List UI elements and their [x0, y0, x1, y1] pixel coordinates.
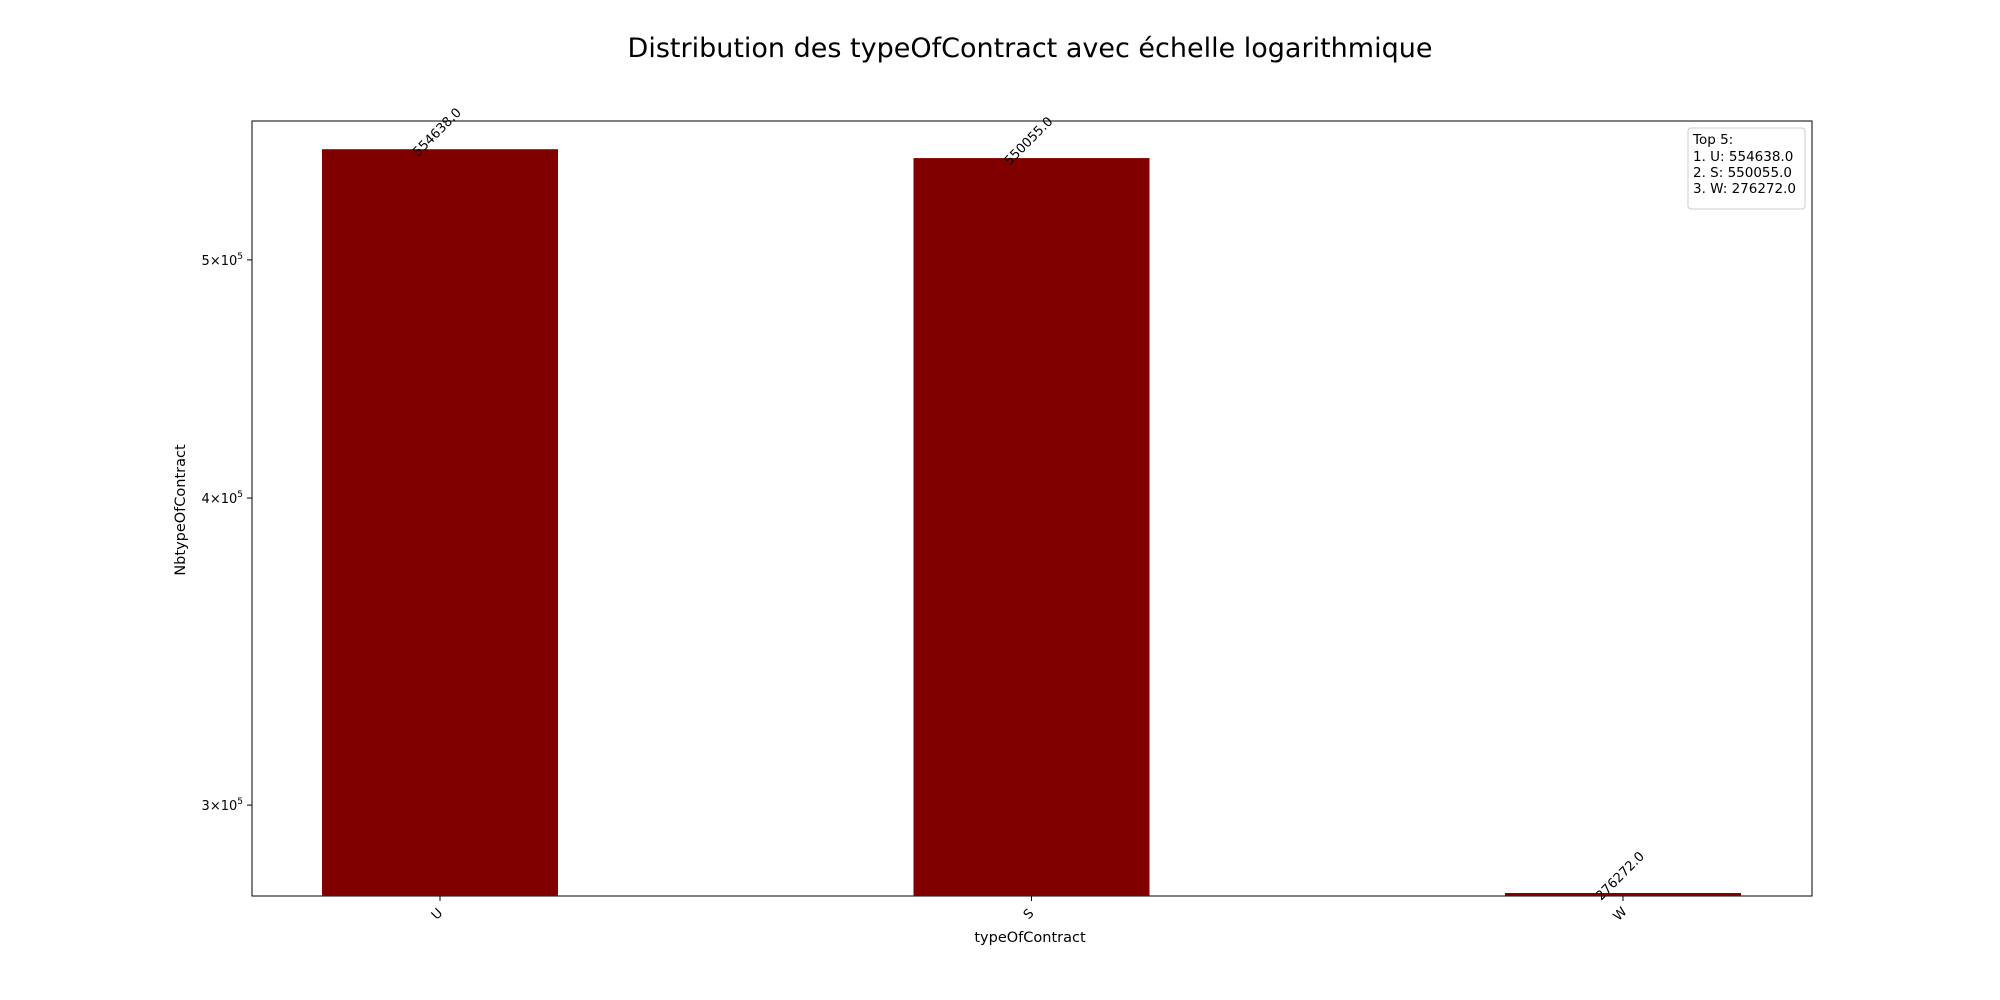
- legend-box: [1687, 127, 1806, 210]
- y-tick-label: 5×105: [202, 252, 243, 269]
- y-axis-label: NbtypeOfContract: [173, 444, 189, 576]
- legend-line: 1. U: 554638.0: [1693, 149, 1793, 165]
- x-tick-label: W: [1611, 905, 1631, 925]
- legend-line: 3. W: 276272.0: [1693, 181, 1796, 197]
- bars-group: [322, 149, 1741, 897]
- chart-title: Distribution des typeOfContract avec éch…: [628, 33, 1433, 64]
- legend-line: 2. S: 550055.0: [1693, 165, 1792, 181]
- bar: [322, 149, 558, 897]
- x-tick-label: S: [1021, 906, 1037, 922]
- bar: [1505, 893, 1741, 896]
- x-tick-label: U: [429, 906, 446, 923]
- bar: [913, 158, 1150, 896]
- y-tick-label: 4×105: [202, 490, 243, 507]
- legend: Top 5: 1. U: 554638.0 2. S: 550055.0 3. …: [1687, 127, 1806, 210]
- y-axis: 5×105 4×105 3×105: [202, 252, 252, 814]
- y-tick-label: 3×105: [202, 797, 243, 814]
- legend-line: Top 5:: [1692, 132, 1733, 148]
- x-axis-label: typeOfContract: [974, 930, 1086, 946]
